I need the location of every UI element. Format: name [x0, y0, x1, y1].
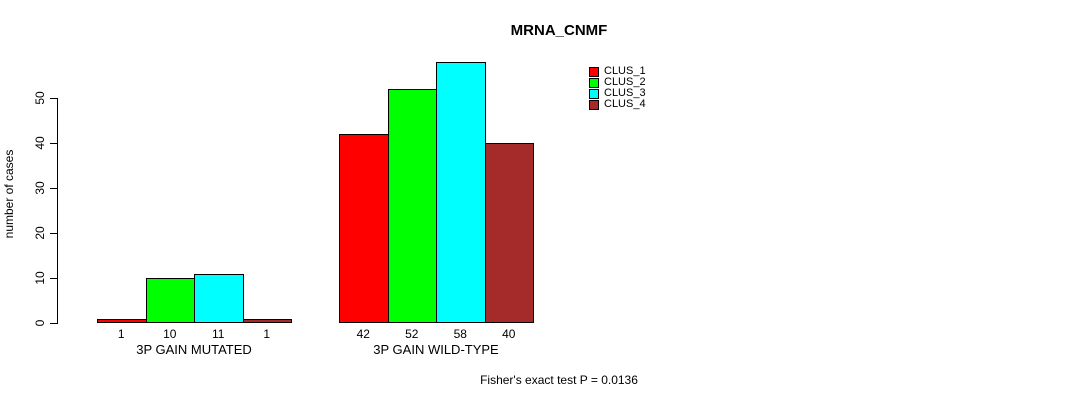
bar-clus_2-group2 [387, 89, 437, 323]
bar-value-label: 58 [453, 327, 467, 341]
legend-label: CLUS_3 [604, 87, 646, 99]
category-label: 3P GAIN WILD-TYPE [373, 342, 499, 357]
legend: CLUS_1 CLUS_2 CLUS_3 CLUS_4 [589, 66, 646, 110]
legend-swatch-clus_2 [589, 77, 599, 88]
y-tick-mark [50, 97, 57, 99]
legend-item-clus_2: CLUS_2 [589, 77, 646, 88]
legend-swatch-clus_4 [589, 99, 599, 110]
bar-value-label: 11 [212, 327, 225, 341]
bar-clus_1-group1 [97, 318, 147, 323]
bar-clus_4-group2 [484, 143, 534, 323]
y-tick-mark [50, 322, 57, 324]
category-label: 3P GAIN MUTATED [136, 342, 252, 357]
bar-clus_3-group2 [436, 62, 486, 323]
legend-item-clus_1: CLUS_1 [589, 66, 646, 77]
legend-label: CLUS_1 [604, 65, 646, 77]
bar-value-label: 40 [502, 327, 516, 341]
y-tick-mark [50, 142, 57, 144]
y-tick-mark [50, 232, 57, 234]
y-tick-mark [50, 277, 57, 279]
legend-swatch-clus_3 [589, 88, 599, 99]
chart-footnote: Fisher's exact test P = 0.0136 [480, 373, 638, 387]
y-tick-label: 0 [33, 319, 47, 327]
y-tick-mark [50, 187, 57, 189]
bar-clus_2-group1 [145, 278, 195, 323]
legend-label: CLUS_2 [604, 76, 646, 88]
y-axis-label: number of cases [2, 149, 16, 239]
bar-value-label: 1 [117, 327, 125, 341]
legend-item-clus_4: CLUS_4 [589, 99, 646, 110]
y-tick-label: 10 [33, 271, 47, 285]
y-axis-line [57, 98, 58, 324]
y-tick-label: 40 [33, 136, 47, 150]
bar-clus_4-group1 [242, 318, 292, 323]
bar-value-label: 42 [356, 327, 370, 341]
bar-value-label: 1 [263, 327, 271, 341]
legend-item-clus_3: CLUS_3 [589, 88, 646, 99]
legend-label: CLUS_4 [604, 98, 646, 110]
legend-swatch-clus_1 [589, 66, 599, 77]
bar-value-label: 52 [405, 327, 419, 341]
y-tick-label: 30 [33, 181, 47, 195]
bar-clus_1-group2 [339, 134, 389, 323]
bar-clus_3-group1 [194, 273, 244, 323]
y-tick-label: 50 [33, 91, 47, 105]
bar-value-label: 10 [163, 327, 177, 341]
y-tick-label: 20 [33, 226, 47, 240]
chart-title: MRNA_CNMF [510, 22, 608, 39]
